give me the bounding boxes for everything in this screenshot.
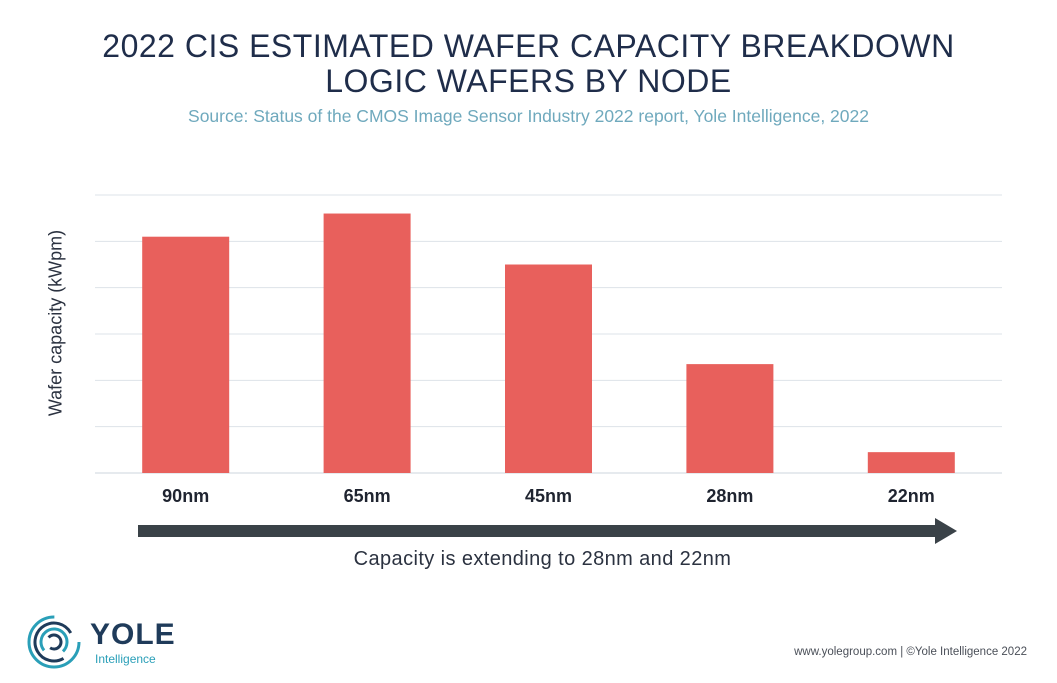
trend-arrow-head — [935, 518, 957, 544]
y-axis-label-wrap: Wafer capacity (kWpm) — [44, 190, 68, 455]
bar-65nm — [323, 213, 411, 474]
x-tick-labels: 90nm 65nm 45nm 28nm 22nm — [162, 486, 935, 506]
x-tick-label: 65nm — [344, 486, 391, 506]
trend-arrow — [138, 518, 957, 544]
bar-45nm — [505, 264, 592, 473]
x-tick-label: 90nm — [162, 486, 209, 506]
logo-subtitle: Intelligence — [95, 652, 156, 666]
logo-name: YOLE — [90, 618, 176, 651]
chart-title-line1: 2022 CIS ESTIMATED WAFER CAPACITY BREAKD… — [102, 28, 955, 64]
bar-28nm — [686, 364, 774, 473]
x-tick-label: 45nm — [525, 486, 572, 506]
chart-title-line2: LOGIC WAFERS BY NODE — [325, 63, 732, 99]
bar-series — [142, 213, 955, 474]
x-tick-label: 22nm — [888, 486, 935, 506]
arrow-caption: Capacity is extending to 28nm and 22nm — [353, 548, 732, 570]
concentric-rings-logo-icon — [27, 615, 81, 669]
bar-90nm — [142, 236, 230, 473]
bar-22nm — [867, 452, 955, 473]
x-tick-label: 28nm — [706, 486, 753, 506]
trend-arrow-shaft — [138, 525, 938, 537]
chart-subtitle: Source: Status of the CMOS Image Sensor … — [188, 106, 869, 126]
y-axis-label: Wafer capacity (kWpm) — [45, 229, 66, 416]
footer-credit: www.yolegroup.com | ©Yole Intelligence 2… — [794, 646, 1027, 658]
